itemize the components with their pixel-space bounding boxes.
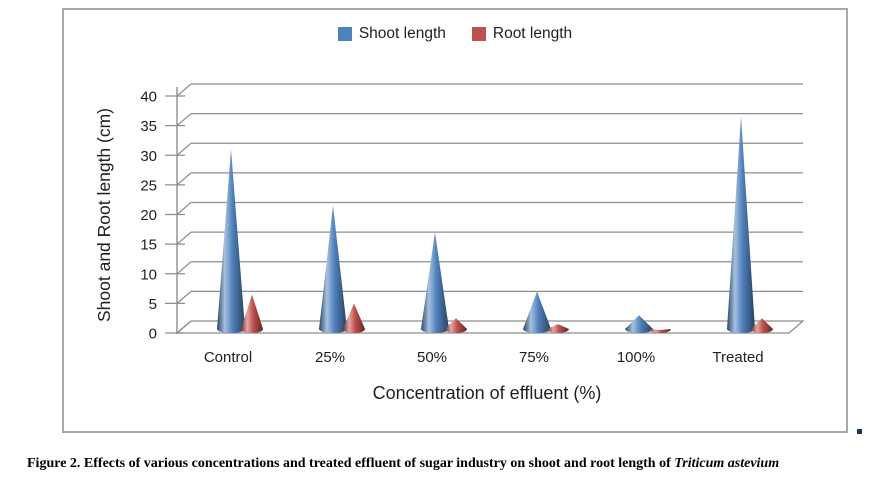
cone-root-treated [751, 318, 773, 333]
caption-species-name: Triticum astevium [674, 456, 780, 471]
legend-label-shoot-length: Shoot length [358, 25, 446, 42]
cone-root-75 [547, 324, 569, 333]
legend-swatch-shoot-length [337, 27, 352, 41]
legend-item-shoot-length: Shoot length [337, 25, 446, 43]
x-axis-title: Concentration of effluent (%) [373, 383, 602, 403]
chart-figure: Shoot length Root length 0 5 10 15 20 25 30 35 4… [62, 8, 848, 433]
y-tick-label: 35 [140, 118, 157, 135]
grid-depth-connector [176, 113, 192, 127]
grid-depth-connector [176, 261, 192, 275]
stray-period-mark [857, 429, 862, 434]
grid-depth-connector [176, 172, 192, 186]
cone-root-control [241, 294, 263, 333]
grid-depth-connector [176, 231, 192, 245]
figure-caption: Figure 2. Effects of various concentrati… [27, 456, 887, 472]
chart-legend: Shoot length Root length [64, 25, 846, 43]
y-axis-title: Shoot and Root length (cm) [94, 108, 114, 322]
cone-root-25 [343, 303, 365, 333]
cone-shoot-50 [421, 232, 449, 333]
y-tick-label: 40 [140, 89, 157, 106]
cone-shoot-75 [523, 291, 551, 333]
x-category-label: 75% [519, 349, 549, 366]
y-tick-label: 5 [149, 296, 157, 313]
x-category-label: 100% [617, 349, 655, 366]
cone-shoot-25 [319, 205, 347, 333]
x-category-label: Treated [712, 349, 763, 366]
legend-swatch-root-length [471, 27, 486, 41]
y-tick-label: 30 [140, 148, 157, 165]
plot-area: 0 5 10 15 20 25 30 35 40 Control 25% 50% 75% 100% Trea… [94, 83, 805, 403]
legend-label-root-length: Root length [492, 25, 573, 42]
grid-depth-connector [176, 142, 192, 156]
y-tick-label: 15 [140, 237, 157, 254]
caption-text: Figure 2. Effects of various concentrati… [27, 456, 675, 471]
grid-depth-connector [176, 202, 192, 215]
y-tick-label: 20 [140, 207, 157, 224]
cone-shoot-control [217, 149, 245, 333]
cone-root-100 [649, 329, 671, 333]
x-category-label: 25% [315, 349, 345, 366]
cone-shoot-treated [727, 116, 755, 333]
x-category-label: 50% [417, 349, 447, 366]
grid-depth-connector [176, 290, 192, 304]
y-tick-label: 10 [140, 266, 157, 283]
cone-root-50 [445, 318, 467, 333]
legend-item-root-length: Root length [471, 25, 573, 43]
grid-depth-connector [176, 320, 192, 334]
grid-depth-connector [176, 83, 192, 97]
cone-shoot-100 [625, 315, 653, 333]
y-tick-label: 0 [149, 326, 157, 343]
y-tick-label: 25 [140, 177, 157, 194]
floor [175, 320, 805, 334]
x-category-label: Control [204, 349, 252, 366]
